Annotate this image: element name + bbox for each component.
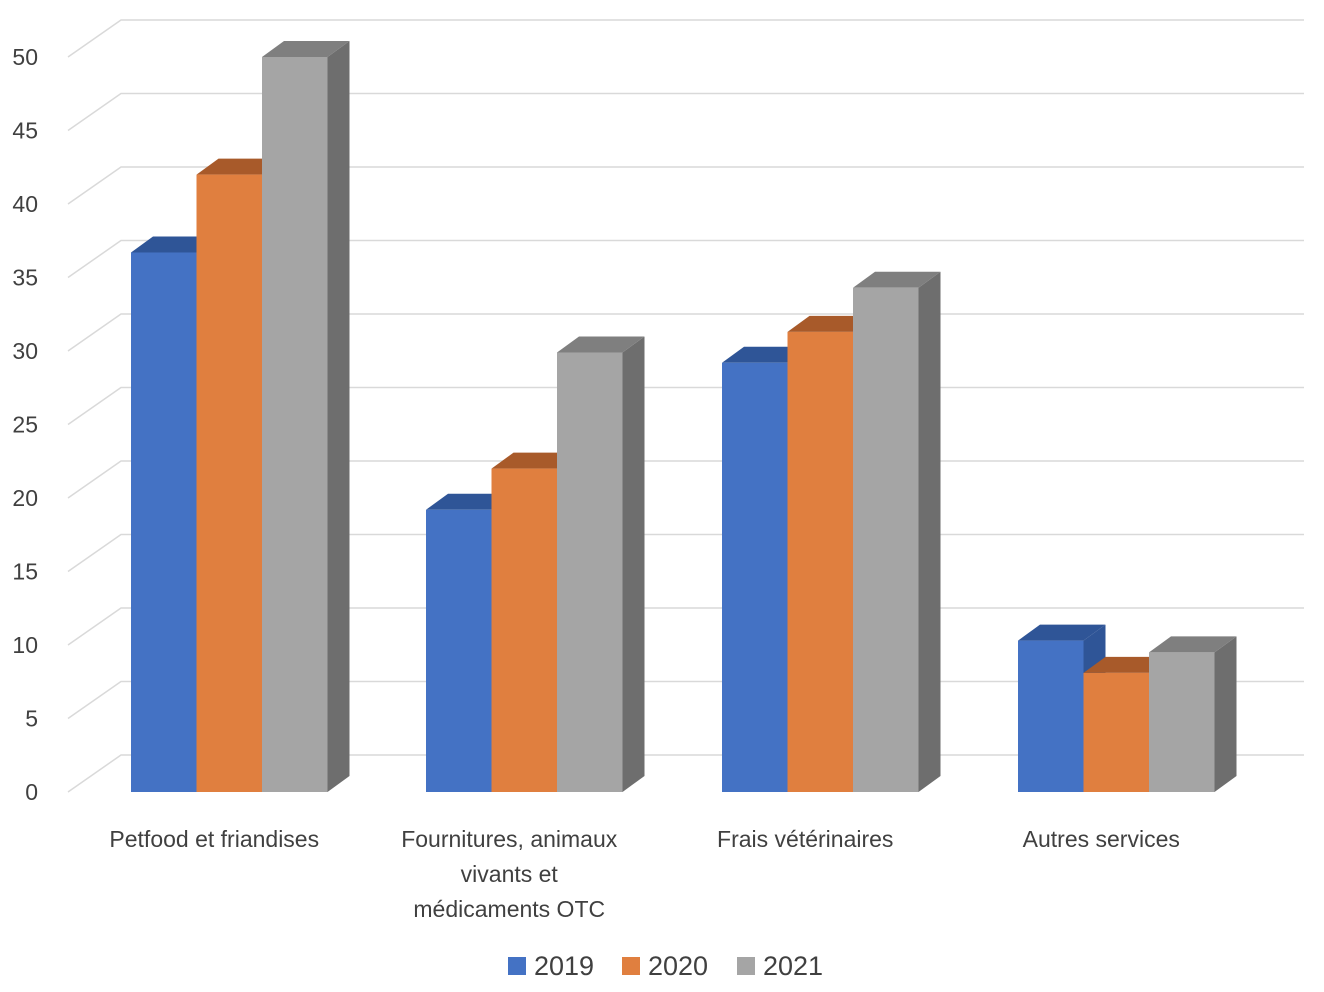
- bar-front: [557, 352, 623, 792]
- legend-swatch: [737, 957, 755, 975]
- bar-front: [262, 57, 328, 792]
- bar-front: [787, 331, 853, 792]
- bar-front: [426, 509, 492, 792]
- bar-front: [853, 287, 919, 792]
- y-tick-label: 30: [12, 338, 38, 364]
- legend-item: 2021: [737, 951, 823, 981]
- y-tick-label: 10: [12, 632, 38, 658]
- y-tick-label: 15: [12, 559, 38, 585]
- legend-label: 2021: [763, 951, 823, 981]
- x-tick-label: Fournitures, animaux vivants et médicament…: [401, 826, 618, 922]
- y-tick-label: 0: [25, 779, 38, 805]
- bar-front: [491, 468, 557, 792]
- legend-swatch: [622, 957, 640, 975]
- gridlines: [67, 19, 1304, 793]
- bar-top: [557, 336, 645, 353]
- x-tick-label: Frais vétérinaires: [717, 826, 893, 852]
- gridline: [67, 166, 1304, 205]
- y-axis-ticks: 0 5 10 15 20 25 30 35 40 45 50: [12, 44, 38, 805]
- x-tick-label: Autres services: [1023, 826, 1180, 852]
- y-tick-label: 50: [12, 44, 38, 70]
- bar-front: [1083, 672, 1149, 792]
- bar-top: [1149, 636, 1237, 653]
- bar: [262, 41, 350, 792]
- bars: [131, 41, 1237, 793]
- y-tick-label: 45: [12, 118, 38, 144]
- y-tick-label: 40: [12, 191, 38, 217]
- x-axis-labels: Petfood et friandises Fournitures, animau…: [109, 826, 1179, 922]
- bar-side: [622, 336, 645, 792]
- legend: 2019 2020 2021: [508, 951, 823, 981]
- bar-side: [327, 41, 350, 792]
- gridline: [67, 19, 1304, 58]
- bar-front: [722, 362, 788, 792]
- bar-top: [1018, 624, 1106, 641]
- y-tick-label: 20: [12, 485, 38, 511]
- bar-front: [196, 174, 262, 793]
- bar-front: [131, 252, 197, 792]
- legend-label: 2020: [648, 951, 708, 981]
- bar: [853, 271, 941, 792]
- bar: [557, 336, 645, 792]
- x-tick-label: Petfood et friandises: [109, 826, 319, 852]
- legend-item: 2019: [508, 951, 594, 981]
- gridline: [67, 239, 1304, 279]
- gridline: [67, 92, 1304, 132]
- y-tick-label: 5: [25, 706, 38, 732]
- y-tick-label: 25: [12, 412, 38, 438]
- bar-side: [1214, 636, 1237, 792]
- legend-item: 2020: [622, 951, 708, 981]
- bar-top: [853, 271, 941, 288]
- y-tick-label: 35: [12, 265, 38, 291]
- legend-label: 2019: [534, 951, 594, 981]
- bar-front: [1149, 652, 1215, 792]
- bar-top: [262, 41, 350, 57]
- bar-side: [918, 271, 941, 792]
- legend-swatch: [508, 957, 526, 975]
- bar: [1149, 636, 1237, 792]
- bar-front: [1018, 640, 1084, 792]
